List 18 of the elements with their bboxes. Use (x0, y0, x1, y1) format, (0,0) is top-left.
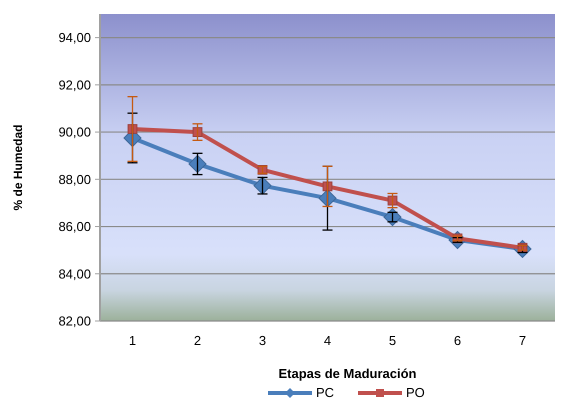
x-axis-title: Etapas de Maduración (278, 366, 417, 381)
y-tick-label: 86,00 (58, 219, 91, 234)
y-tick-label: 94,00 (58, 30, 91, 46)
x-tick-label: 7 (518, 333, 526, 348)
legend-label: PO (406, 385, 425, 400)
y-tick-label: 92,00 (58, 77, 91, 92)
x-tick-label: 6 (454, 333, 462, 348)
x-tick-label: 2 (194, 333, 202, 348)
x-tick-label: 1 (128, 333, 136, 348)
y-tick-label: 82,00 (58, 314, 91, 329)
x-tick-label: 3 (258, 333, 266, 348)
legend-label: PC (316, 385, 334, 400)
y-axis-title: % de Humedad (11, 124, 25, 211)
y-tick-label: 88,00 (58, 172, 91, 187)
y-tick-label: 84,00 (58, 266, 91, 282)
x-tick-label: 5 (388, 333, 396, 348)
x-tick-label: 4 (324, 333, 332, 348)
y-tick-label: 90,00 (58, 124, 91, 140)
